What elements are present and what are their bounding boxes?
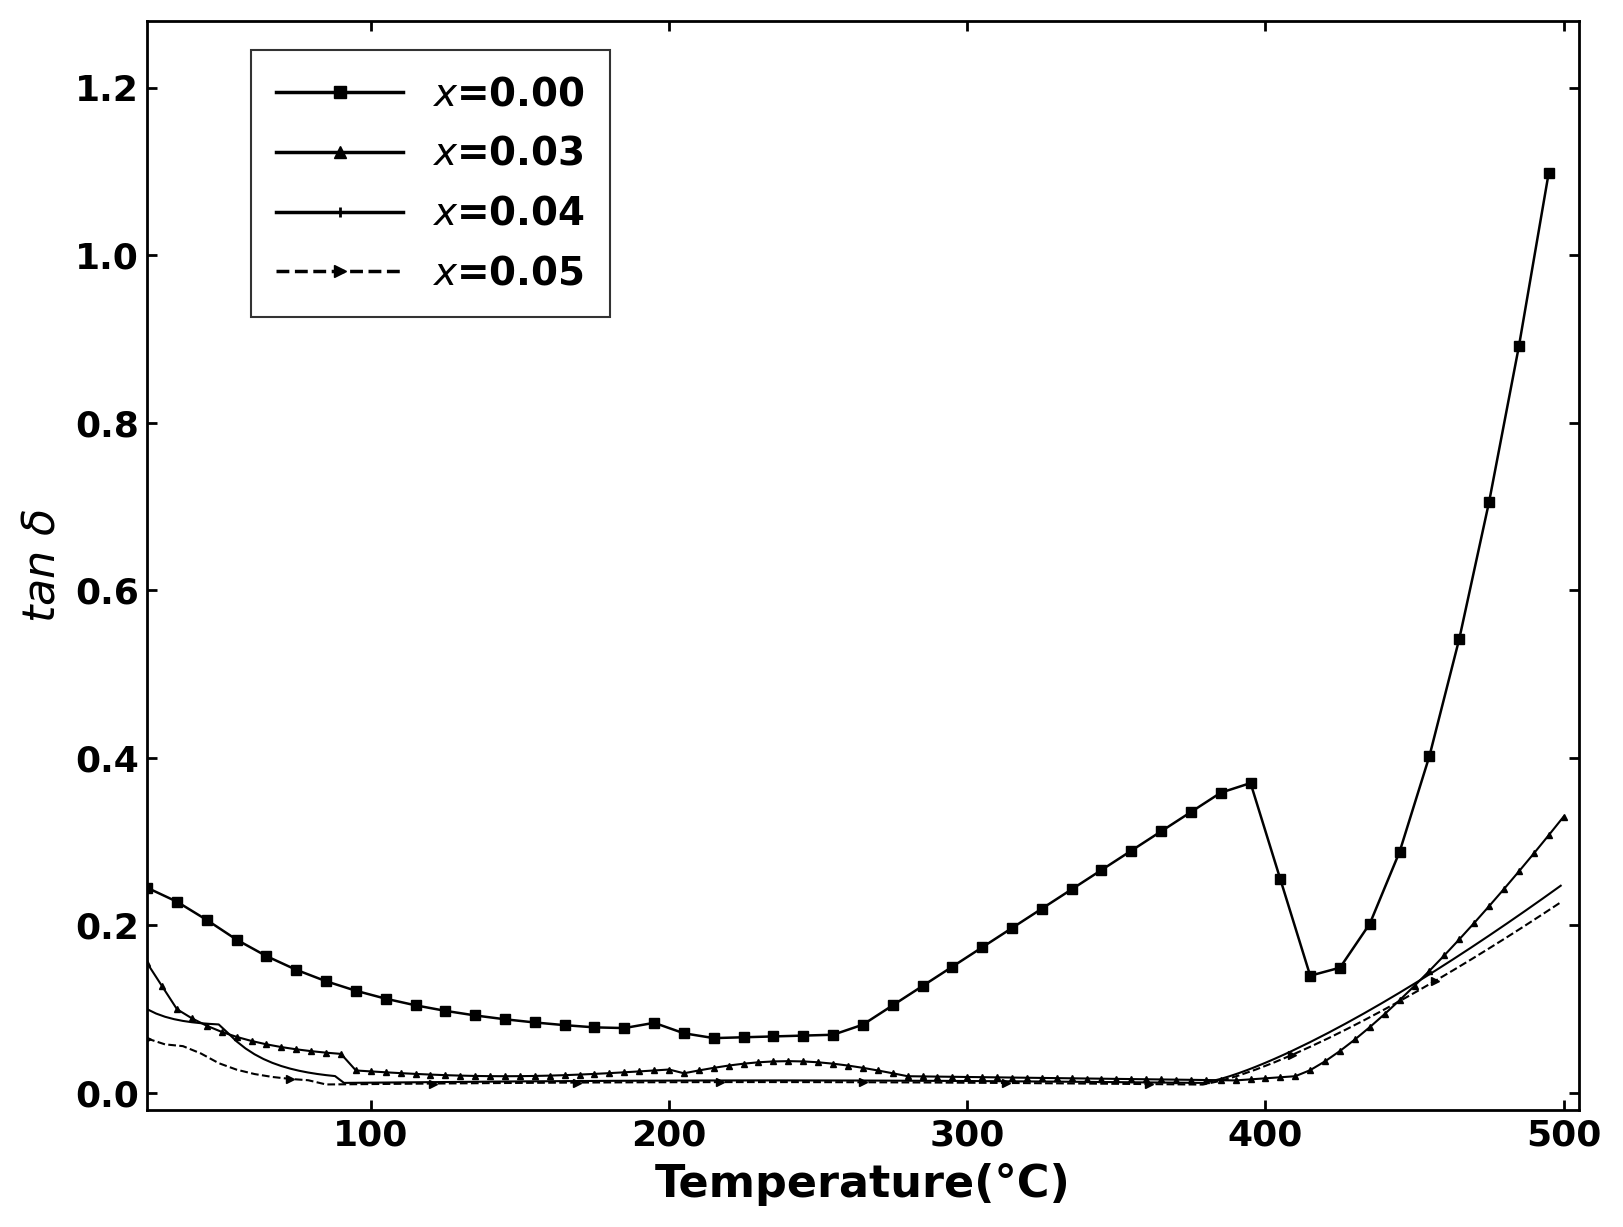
Legend: $\mathit{x}$=0.00, $\mathit{x}$=0.03, $\mathit{x}$=0.04, $\mathit{x}$=0.05: $\mathit{x}$=0.00, $\mathit{x}$=0.03, $\… [252,50,609,318]
X-axis label: Temperature(°C): Temperature(°C) [654,1163,1070,1206]
Y-axis label: $\mathit{tan}\ \delta$: $\mathit{tan}\ \delta$ [21,508,63,622]
